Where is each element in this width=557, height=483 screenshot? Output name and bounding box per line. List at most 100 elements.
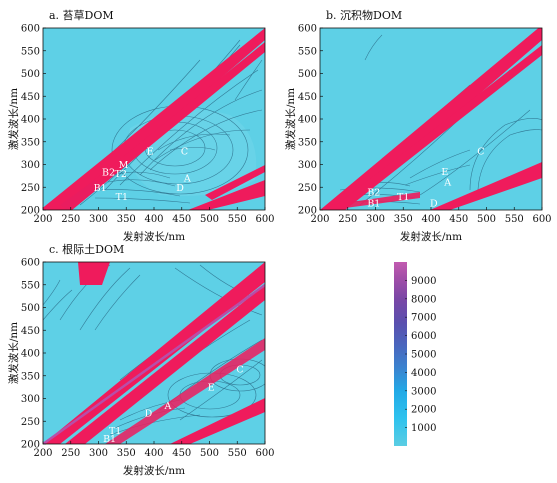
panel-b-xtick-label: 250 [338, 214, 357, 225]
peak-label-e: E [441, 167, 448, 178]
peak-label-b1: B1 [103, 434, 116, 445]
panel-b-ylabel: 激发波长/nm [284, 88, 297, 150]
panel-b-xtick-label: 350 [394, 214, 413, 225]
panel-c-xtick-label: 250 [61, 448, 80, 459]
panel-c-scatter-band-4 [170, 398, 265, 444]
panel-c-scatter-band-2 [65, 285, 265, 444]
panel-c-ytick-label: 300 [21, 394, 40, 405]
panel-b-title: b. 沉积物DOM [326, 8, 402, 22]
panel-b-ytick-label: 250 [298, 183, 317, 194]
panel-b-xtick-label: 450 [449, 214, 468, 225]
panel-b: b. 沉积物DOM 200 25 [284, 8, 552, 243]
panel-a-ytick-label: 300 [21, 160, 40, 171]
colorbar-tick-label: 9000 [411, 276, 436, 287]
colorbar-tick-label: 2000 [411, 405, 436, 416]
colorbar-tick-label: 8000 [411, 294, 436, 305]
peak-label-d: D [430, 199, 438, 210]
panel-c-xtick-label: 300 [89, 448, 108, 459]
panel-a-xtick-label: 600 [255, 214, 274, 225]
peak-label-b1: B1 [94, 183, 107, 194]
panel-a-ytick-label: 250 [21, 183, 40, 194]
panel-a-xtick-label: 550 [228, 214, 247, 225]
colorbar-gradient [394, 262, 407, 446]
panel-b-ticks: 200 250 300 350 400 450 500 550 600 200 250 300 350 4… [298, 24, 552, 226]
panel-b-scatter-band-1 [320, 28, 542, 210]
colorbar: 1000 2000 3000 4000 5000 6000 7000 8000 9000 [394, 262, 436, 446]
panel-c-ylabel: 激发波长/nm [7, 322, 20, 384]
colorbar-ticks: 1000 2000 3000 4000 5000 6000 7000 8000 9000 [405, 276, 436, 434]
panel-a-xtick-label: 400 [144, 214, 163, 225]
panel-b-ytick-label: 600 [298, 24, 317, 35]
panel-b-ytick-label: 400 [298, 115, 317, 126]
panel-b-ytick-label: 550 [298, 46, 317, 57]
peak-label-t1: T1 [109, 426, 121, 437]
peak-label-b2: B2 [102, 168, 115, 179]
panel-a-xtick-label: 250 [61, 214, 80, 225]
panel-b-ytick-label: 500 [298, 69, 317, 80]
panel-c-ytick-label: 500 [21, 303, 40, 314]
panel-b-xtick-label: 550 [505, 214, 524, 225]
panel-a-ytick-label: 500 [21, 69, 40, 80]
peak-label-d: D [145, 409, 153, 420]
panel-a-xlabel: 发射波长/nm [123, 230, 185, 243]
peak-label-t1: T1 [397, 192, 409, 203]
peak-label-a: A [183, 174, 191, 185]
panel-c-ticks: 200 250 300 350 400 450 500 550 600 200 250 300 350 4… [21, 258, 275, 460]
panel-b-xtick-label: 600 [532, 214, 551, 225]
peak-label-e: E [147, 146, 154, 157]
panel-a-xtick-label: 300 [89, 214, 108, 225]
peak-label-d: D [176, 183, 184, 194]
peak-label-b2: B2 [367, 187, 380, 198]
panel-c-ytick-label: 250 [21, 417, 40, 428]
panel-c-xtick-label: 500 [200, 448, 219, 459]
panel-c-scatter-band-1 [43, 262, 265, 444]
panel-b-plot-area [320, 28, 542, 210]
colorbar-tick-label: 3000 [411, 386, 436, 397]
panel-b-scatter-band-2 [330, 45, 542, 210]
panel-a-ytick-label: 550 [21, 46, 40, 57]
peak-label-a: A [163, 401, 171, 412]
panel-b-xtick-label: 400 [421, 214, 440, 225]
panel-c: c. 根际土DOM [7, 242, 275, 477]
peak-label-c: C [181, 146, 188, 157]
panel-b-xtick-label: 500 [477, 214, 496, 225]
panel-a-scatter-band-1 [43, 28, 265, 210]
panel-a-xtick-label: 200 [33, 214, 52, 225]
panel-a-title: a. 苔草DOM [49, 8, 114, 22]
colorbar-tick-label: 1000 [411, 423, 436, 434]
colorbar-tick-label: 5000 [411, 350, 436, 361]
panel-c-scatter-band-3 [105, 338, 265, 444]
colorbar-tick-label: 6000 [411, 331, 436, 342]
peak-label-a: A [443, 177, 451, 188]
panel-c-ytick-label: 200 [21, 440, 40, 451]
panel-a-ytick-label: 200 [21, 206, 40, 217]
panel-c-ytick-label: 450 [21, 326, 40, 337]
peak-label-c: C [236, 364, 243, 375]
panel-b-ytick-label: 450 [298, 92, 317, 103]
panel-a: a. 苔草DOM [7, 8, 275, 243]
panel-b-xtick-label: 200 [310, 214, 329, 225]
panel-a-scatter-band-4 [205, 165, 265, 200]
panel-a-ytick-label: 400 [21, 115, 40, 126]
panel-a-ylabel: 激发波长/nm [7, 88, 20, 150]
panel-a-xtick-label: 450 [172, 214, 191, 225]
panel-a-scatter-tail [60, 180, 100, 210]
panel-c-ytick-label: 350 [21, 371, 40, 382]
peak-label-b1: B1 [367, 199, 380, 210]
panel-a-xtick-label: 350 [117, 214, 136, 225]
peak-label-e: E [208, 383, 215, 394]
panel-c-ytick-label: 550 [21, 280, 40, 291]
panel-c-ytick-label: 400 [21, 349, 40, 360]
panel-a-ytick-label: 600 [21, 24, 40, 35]
panel-c-xtick-label: 550 [228, 448, 247, 459]
panel-b-ytick-label: 350 [298, 137, 317, 148]
colorbar-tick-label: 7000 [411, 313, 436, 324]
panel-b-scatter-band-3 [430, 162, 542, 210]
panel-c-xtick-label: 350 [117, 448, 136, 459]
panel-c-xtick-label: 450 [172, 448, 191, 459]
panel-c-title: c. 根际土DOM [49, 242, 124, 256]
panel-c-plot-area [43, 262, 265, 444]
panel-b-xlabel: 发射波长/nm [400, 230, 462, 243]
